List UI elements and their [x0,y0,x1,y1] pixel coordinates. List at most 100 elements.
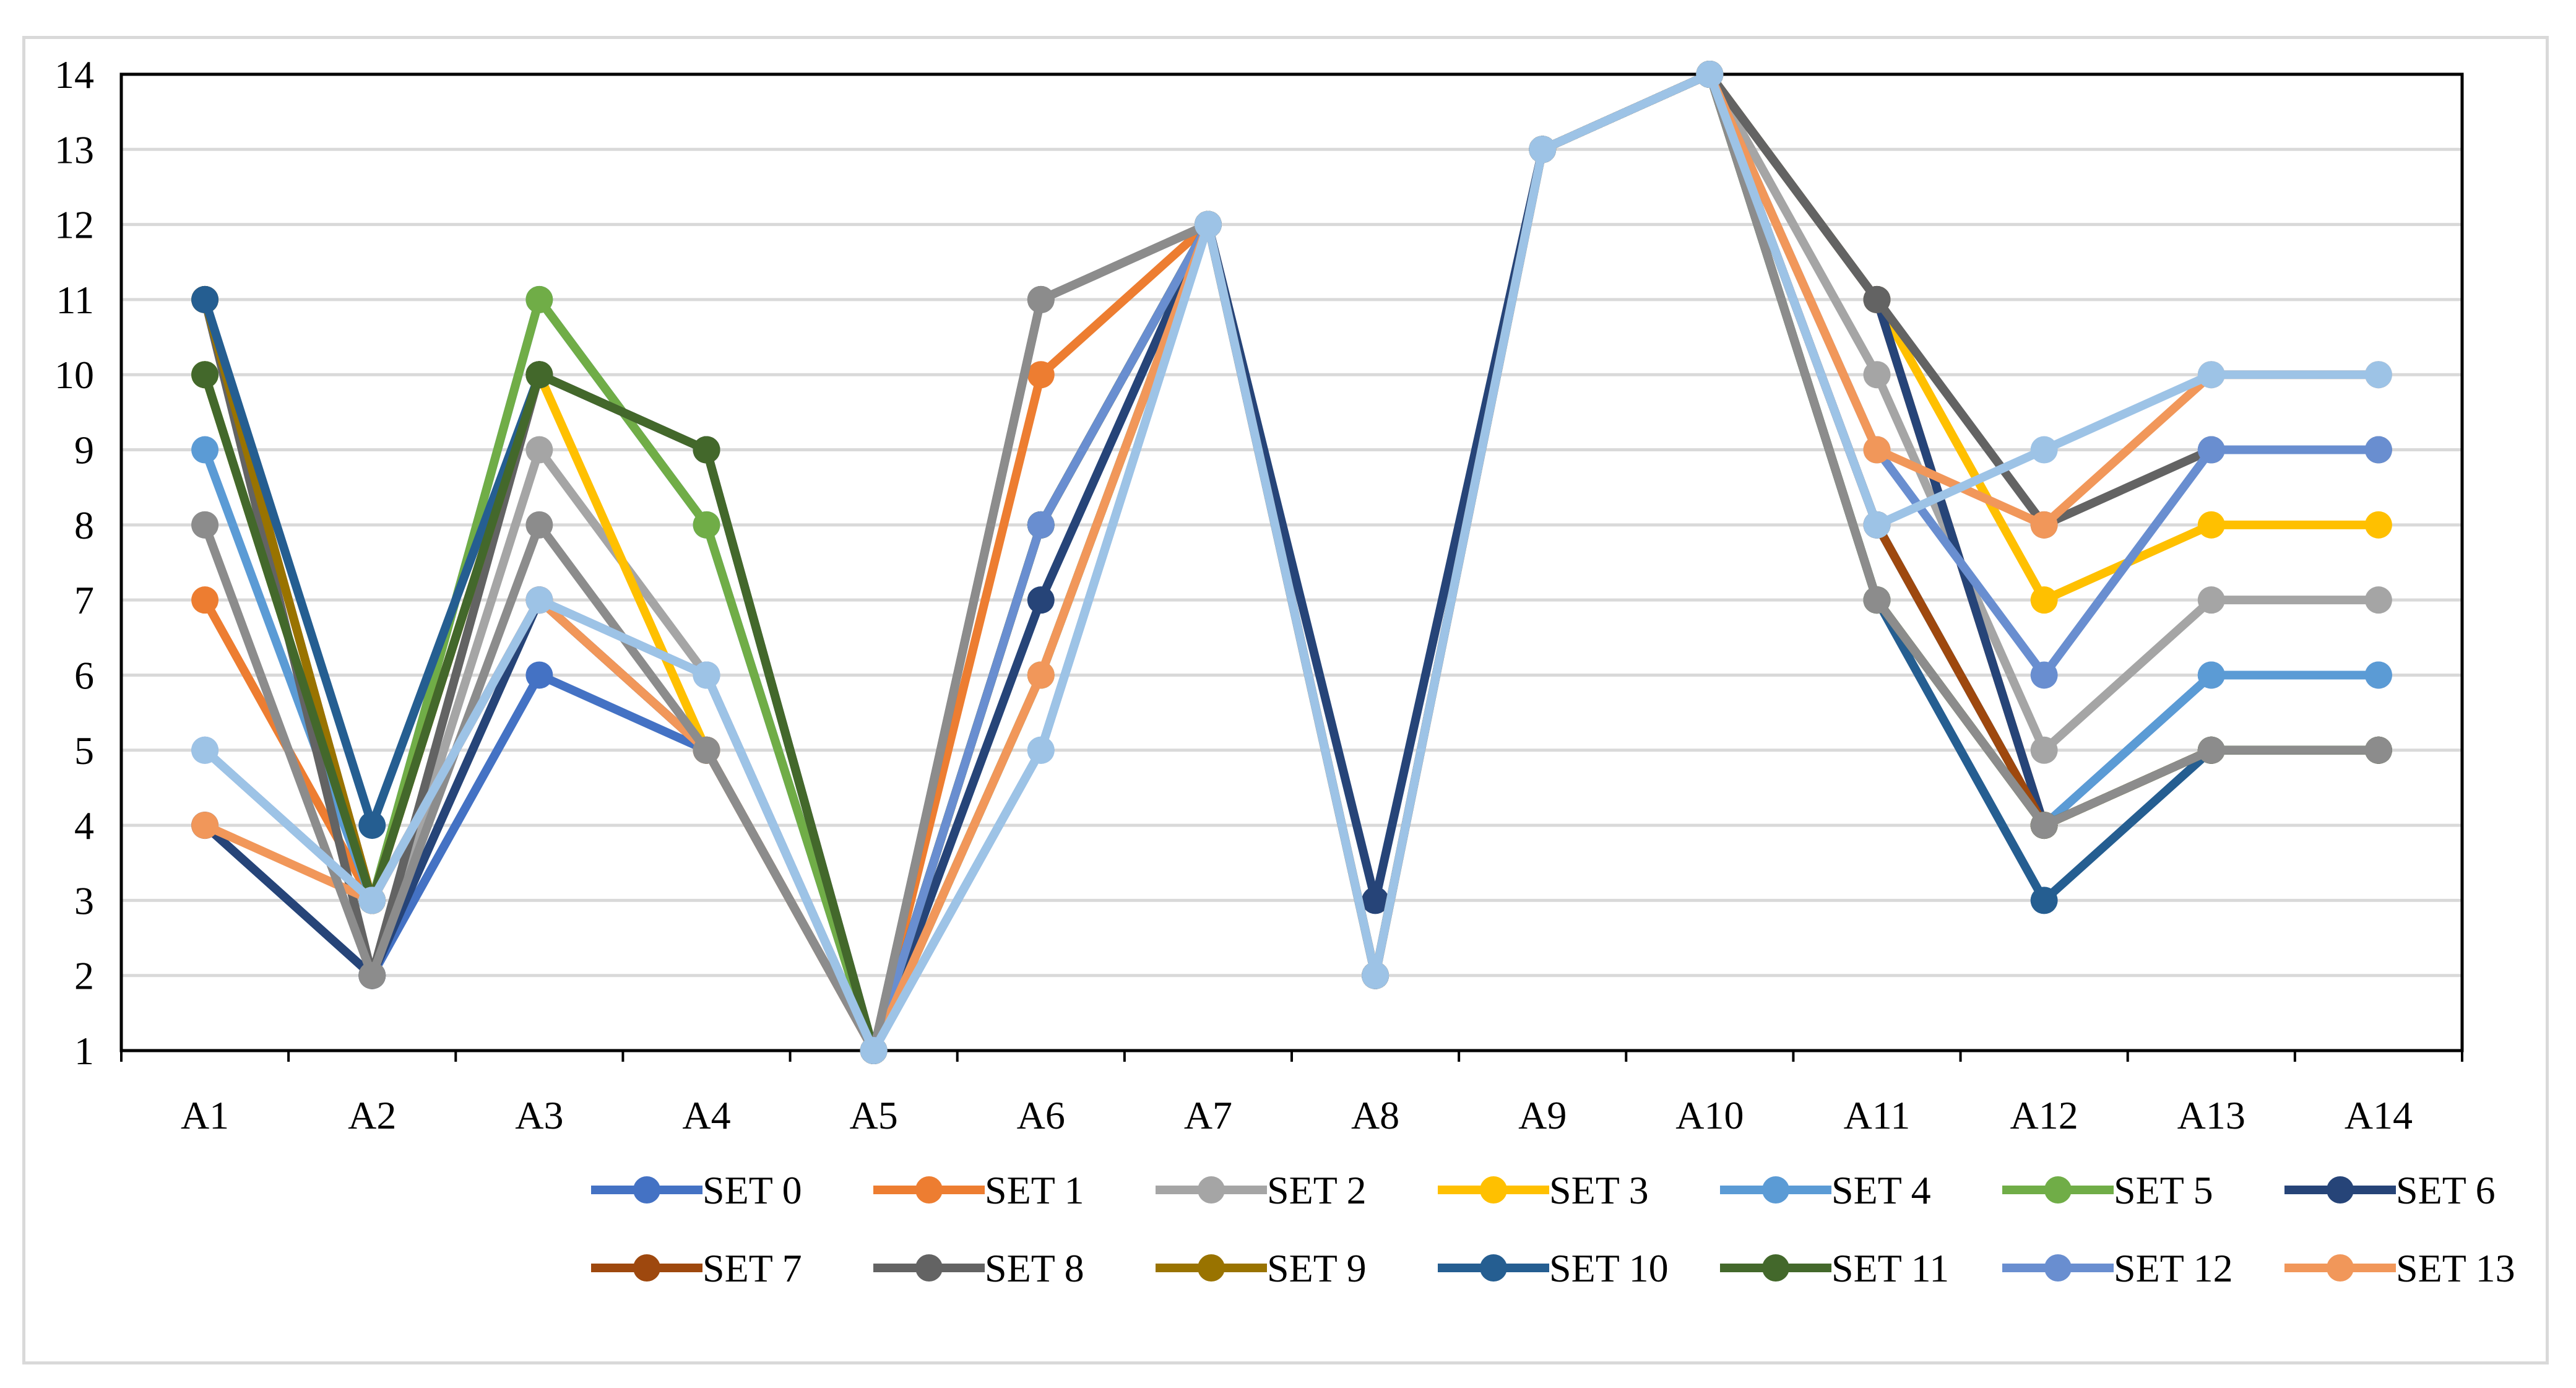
y-tick-label-1: 1 [74,1029,94,1073]
series-lines [191,61,2392,1064]
data-point-A3 [525,511,553,539]
series-set-15 [191,61,2392,1064]
data-point-A11 [1863,511,1891,539]
legend-marker [1762,1176,1789,1204]
legend-marker [633,1254,660,1282]
data-point-A12 [2030,511,2058,539]
legend-entry-set-8: SET 8 [873,1246,1084,1290]
x-tick-label-A8: A8 [1351,1093,1399,1137]
y-tick-label-9: 9 [74,428,94,472]
y-tick-label-13: 13 [54,128,94,171]
data-point-A14 [2364,361,2392,389]
legend-marker [2327,1254,2354,1282]
data-point-A4 [693,736,720,764]
legend-marker [1480,1176,1507,1204]
data-point-A1 [191,812,219,839]
legend-marker [633,1176,660,1204]
data-point-A1 [191,361,219,389]
data-point-A14 [2364,436,2392,464]
data-point-A7 [1194,210,1222,238]
legend-label: SET 12 [2114,1246,2233,1290]
data-point-A14 [2364,736,2392,764]
x-tick-label-A5: A5 [850,1093,898,1137]
data-point-A8 [1362,961,1390,989]
data-point-A3 [525,285,553,313]
data-point-A12 [2030,586,2058,614]
legend-label: SET 7 [702,1246,802,1290]
x-tick-label-A2: A2 [348,1093,396,1137]
data-point-A12 [2030,812,2058,839]
x-tick-label-A7: A7 [1184,1093,1232,1137]
legend-entry-set-1: SET 1 [873,1168,1084,1212]
legend-entry-set-12: SET 12 [2002,1246,2233,1290]
data-point-A13 [2197,736,2225,764]
legend-marker [1762,1254,1789,1282]
legend-label: SET 5 [2114,1168,2213,1212]
data-point-A3 [525,436,553,464]
x-tick-label-A6: A6 [1017,1093,1065,1137]
x-tick-label-A9: A9 [1518,1093,1567,1137]
data-point-A13 [2197,661,2225,689]
data-point-A1 [191,736,219,764]
legend-entry-set-2: SET 2 [1156,1168,1367,1212]
data-point-A11 [1863,436,1891,464]
x-tick-label-A1: A1 [181,1093,229,1137]
legend-entry-set-4: SET 4 [1720,1168,1931,1212]
legend-entry-set-10: SET 10 [1438,1246,1669,1290]
data-point-A1 [191,285,219,313]
legend-label: SET 6 [2396,1168,2496,1212]
data-point-A13 [2197,361,2225,389]
legend-label: SET 13 [2396,1246,2515,1290]
legend-marker [2044,1254,2072,1282]
y-tick-label-8: 8 [74,503,94,547]
data-point-A8 [1362,887,1390,914]
data-point-A3 [525,361,553,389]
y-tick-label-4: 4 [74,804,94,848]
y-tick-label-14: 14 [54,53,94,97]
y-tick-label-10: 10 [54,353,94,397]
legend-entry-set-3: SET 3 [1438,1168,1649,1212]
data-point-A9 [1529,136,1557,163]
legend-label: SET 10 [1549,1246,1669,1290]
data-point-A11 [1863,285,1891,313]
legend-marker [2044,1176,2072,1204]
x-tick-label-A10: A10 [1675,1093,1744,1137]
legend-label: SET 1 [985,1168,1084,1212]
data-point-A14 [2364,511,2392,539]
legend-label: SET 8 [985,1246,1084,1290]
data-point-A11 [1863,361,1891,389]
legend-entry-set-6: SET 6 [2284,1168,2496,1212]
data-point-A12 [2030,736,2058,764]
y-tick-label-6: 6 [74,653,94,697]
legend-entry-set-9: SET 9 [1156,1246,1367,1290]
data-point-A4 [693,511,720,539]
y-tick-label-5: 5 [74,729,94,773]
data-point-A2 [358,961,386,989]
legend-label: SET 4 [1831,1168,1931,1212]
chart-frame [22,36,2549,1364]
data-point-A4 [693,436,720,464]
y-tick-label-11: 11 [56,278,94,322]
data-point-A13 [2197,436,2225,464]
data-point-A6 [1027,661,1055,689]
data-point-A12 [2030,661,2058,689]
y-tick-label-12: 12 [54,203,94,247]
x-tick-label-A12: A12 [2010,1093,2078,1137]
data-point-A4 [693,661,720,689]
legend: SET 0 SET 1 SET 2 SET 3 SET 4 SET 5 SET 6 SET 7… [591,1168,2515,1290]
data-point-A6 [1027,285,1055,313]
data-point-A14 [2364,586,2392,614]
data-point-A3 [525,586,553,614]
x-tick-label-A11: A11 [1844,1093,1911,1137]
data-point-A12 [2030,436,2058,464]
data-point-A2 [358,887,386,914]
data-point-A2 [358,812,386,839]
axes [119,72,2464,1062]
legend-label: SET 9 [1267,1246,1367,1290]
x-tick-label-A4: A4 [682,1093,730,1137]
data-point-A6 [1027,361,1055,389]
data-point-A10 [1696,61,1724,88]
legend-entry-set-11: SET 11 [1720,1246,1949,1290]
